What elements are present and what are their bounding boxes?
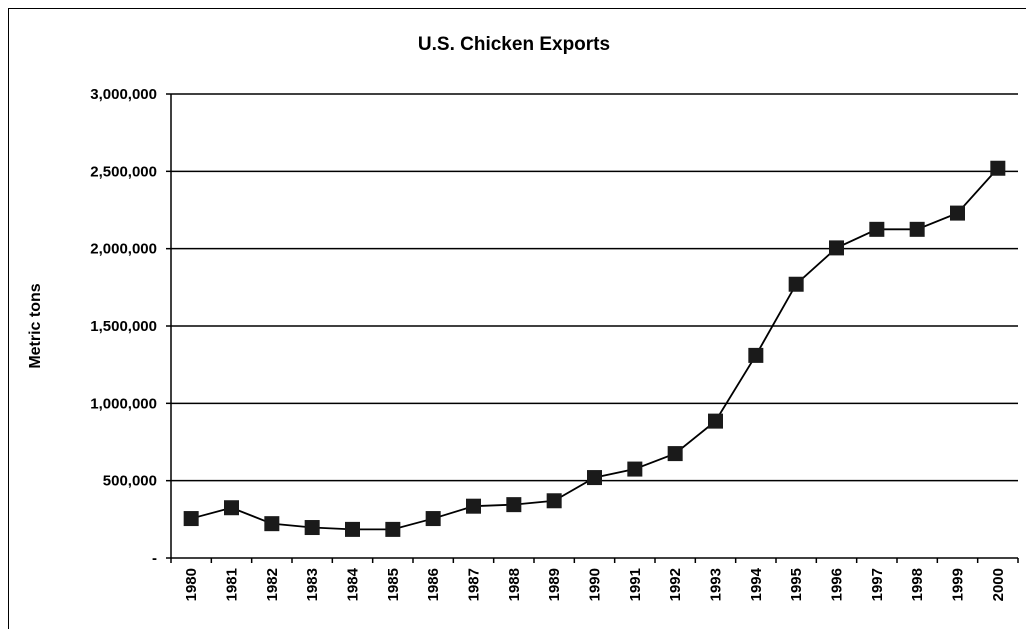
data-point-1990 bbox=[587, 470, 602, 486]
data-point-2000 bbox=[990, 160, 1006, 176]
x-tick-label: 1984 bbox=[345, 567, 362, 601]
data-point-1997 bbox=[869, 221, 885, 237]
data-point-1983 bbox=[304, 520, 320, 536]
data-point-1980 bbox=[183, 511, 199, 527]
y-tick-label: 3,000,000 bbox=[90, 86, 157, 103]
x-tick-label: 1996 bbox=[829, 568, 846, 601]
x-tick-label: 1987 bbox=[466, 568, 483, 601]
y-tick-label: 2,500,000 bbox=[90, 163, 157, 180]
data-point-1982 bbox=[264, 516, 280, 532]
data-point-1995 bbox=[788, 276, 804, 292]
data-point-1992 bbox=[667, 446, 683, 462]
data-point-1994 bbox=[748, 347, 764, 363]
x-tick-label: 1995 bbox=[788, 568, 805, 601]
x-tick-label: 1994 bbox=[748, 567, 765, 601]
x-tick-label: 1998 bbox=[909, 568, 926, 601]
x-tick-label: 2000 bbox=[990, 568, 1007, 601]
x-tick-label: 1989 bbox=[546, 568, 563, 601]
x-tick-label: 1991 bbox=[627, 568, 644, 601]
gridlines bbox=[171, 93, 1018, 482]
data-point-1981 bbox=[224, 500, 239, 516]
data-point-1988 bbox=[506, 497, 522, 513]
data-point-1998 bbox=[909, 221, 925, 237]
data-point-1986 bbox=[425, 511, 441, 527]
x-tick-label: 1988 bbox=[506, 568, 523, 601]
y-tick-labels: - 500,000 1,000,000 1,500,000 2,000,000 2,500… bbox=[90, 86, 157, 567]
data-point-1989 bbox=[546, 493, 562, 509]
data-point-1991 bbox=[627, 461, 643, 477]
y-tick-label: 1,500,000 bbox=[90, 318, 157, 335]
data-point-1987 bbox=[466, 498, 481, 514]
x-tick-label: 1982 bbox=[264, 568, 281, 601]
x-tick-label: 1980 bbox=[183, 568, 200, 601]
x-tick-label: 1997 bbox=[869, 568, 886, 601]
data-series bbox=[183, 160, 1006, 537]
y-tick-label: 500,000 bbox=[103, 473, 157, 490]
x-tick-label: 1993 bbox=[708, 568, 725, 601]
y-tick-label: 1,000,000 bbox=[90, 395, 157, 412]
chart-title: U.S. Chicken Exports bbox=[418, 34, 610, 55]
x-tick-label: 1981 bbox=[224, 568, 241, 601]
data-point-1984 bbox=[345, 521, 360, 537]
x-tick-label: 1985 bbox=[385, 568, 402, 601]
data-point-1985 bbox=[385, 521, 401, 537]
y-axis-label: Metric tons bbox=[27, 283, 44, 368]
x-tick-label: 1999 bbox=[950, 568, 967, 601]
x-tick-label: 1992 bbox=[667, 568, 684, 601]
x-tick-label: 1986 bbox=[425, 568, 442, 601]
data-point-1999 bbox=[950, 205, 965, 221]
data-point-1996 bbox=[829, 240, 844, 256]
y-tick-label: 2,000,000 bbox=[90, 241, 157, 258]
x-tick-labels: 1980 1981 1982 1983 1984 1985 1986 1987 1988 1989… bbox=[183, 567, 1007, 601]
data-point-1993 bbox=[708, 413, 723, 429]
y-tick-label: - bbox=[152, 550, 157, 567]
axes bbox=[166, 93, 1019, 563]
x-tick-label: 1983 bbox=[304, 568, 321, 601]
chart-frame bbox=[8, 8, 1026, 629]
x-tick-label: 1990 bbox=[587, 568, 604, 601]
